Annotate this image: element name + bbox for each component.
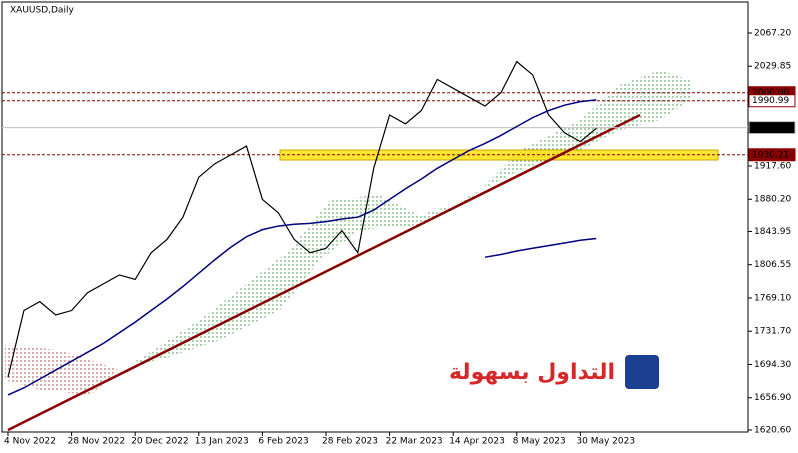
y-tick-label: 1656.90 (754, 393, 791, 403)
y-tick-label: 1880.20 (754, 195, 791, 205)
logo-icon (625, 355, 659, 389)
trend-line (7, 113, 641, 432)
x-tick-label: 30 May 2023 (576, 437, 635, 447)
price-label-box (748, 94, 796, 108)
x-tick-label: 14 Apr 2023 (449, 437, 505, 447)
y-tick-label: 2029.85 (754, 62, 791, 72)
price-label: 1960.80 (752, 123, 789, 133)
y-tick-label: 1731.70 (754, 327, 791, 337)
x-tick-label: 13 Jan 2023 (195, 437, 249, 447)
y-tick-label: 1843.95 (754, 227, 791, 237)
y-tick-label: 2067.20 (754, 29, 791, 39)
x-tick-label: 4 Nov 2022 (4, 437, 56, 447)
y-tick-label: 1806.55 (754, 260, 791, 270)
price-line (7, 60, 597, 378)
price-label-box (748, 148, 796, 162)
y-tick-label: 1769.10 (754, 293, 791, 303)
logo: التداول بسهولة (449, 355, 659, 389)
chart-title: XAUUSD,Daily (10, 6, 74, 16)
x-tick-label: 28 Nov 2022 (68, 437, 126, 447)
x-tick-label: 28 Feb 2023 (322, 437, 378, 447)
price-line (484, 237, 597, 258)
price-label-box (748, 121, 796, 135)
price-label: 1930.21 (752, 150, 789, 160)
x-tick-label: 6 Feb 2023 (258, 437, 308, 447)
logo-text: التداول بسهولة (449, 360, 615, 385)
ichimoku-cloud (130, 70, 690, 365)
x-tick-label: 20 Dec 2022 (131, 437, 189, 447)
price-line (7, 99, 597, 396)
price-label: 1990.99 (752, 96, 789, 106)
y-tick-label: 1694.30 (754, 360, 791, 370)
y-tick-label: 1917.60 (754, 161, 791, 171)
x-tick-label: 8 May 2023 (513, 437, 566, 447)
y-tick-label: 1620.60 (754, 426, 791, 436)
x-tick-label: 22 Mar 2023 (386, 437, 443, 447)
price-label: 2000.00 (752, 88, 789, 98)
